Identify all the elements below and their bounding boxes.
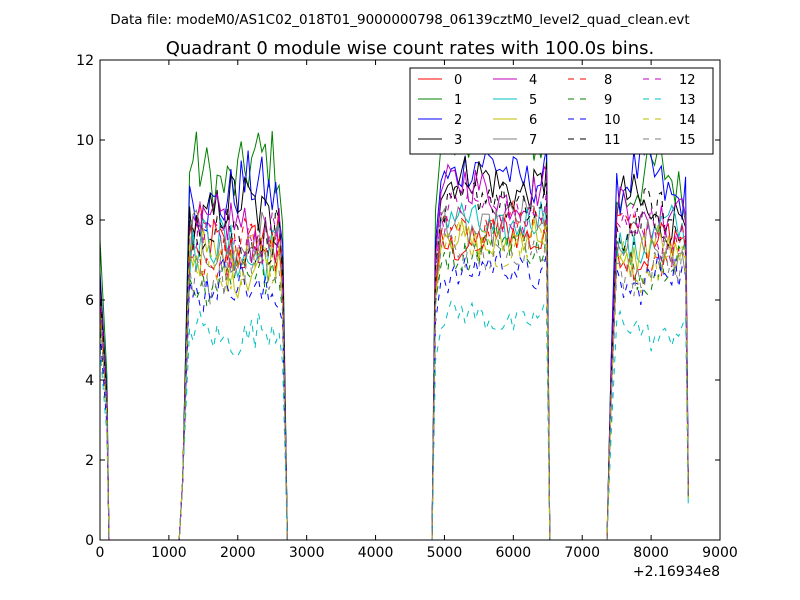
series-line-2 bbox=[100, 142, 688, 540]
chart: Data file: modeM0/AS1C02_018T01_90000007… bbox=[0, 0, 800, 600]
legend-label-4: 4 bbox=[529, 73, 537, 88]
y-tick-label: 0 bbox=[85, 533, 94, 549]
legend-label-0: 0 bbox=[454, 73, 462, 88]
y-tick-label: 4 bbox=[85, 373, 94, 389]
x-tick-label: 9000 bbox=[702, 545, 738, 561]
x-tick-label: 8000 bbox=[633, 545, 669, 561]
legend-label-13: 13 bbox=[679, 93, 696, 108]
y-tick-label: 6 bbox=[85, 293, 94, 309]
x-tick-label: 6000 bbox=[496, 545, 532, 561]
legend-label-7: 7 bbox=[529, 133, 537, 148]
x-tick-label: 4000 bbox=[358, 545, 394, 561]
x-tick-label: 1000 bbox=[151, 545, 187, 561]
chart-title: Quadrant 0 module wise count rates with … bbox=[166, 38, 655, 59]
legend-label-3: 3 bbox=[454, 133, 462, 148]
plot-series bbox=[100, 97, 688, 541]
x-tick-label: 3000 bbox=[289, 545, 325, 561]
legend-label-12: 12 bbox=[679, 73, 696, 88]
x-tick-label: 5000 bbox=[427, 545, 463, 561]
y-tick-label: 12 bbox=[76, 53, 94, 69]
legend-label-10: 10 bbox=[604, 113, 621, 128]
legend-label-2: 2 bbox=[454, 113, 462, 128]
legend-label-9: 9 bbox=[604, 93, 612, 108]
x-tick-label: 2000 bbox=[220, 545, 256, 561]
x-offset-label: +2.16934e8 bbox=[633, 564, 720, 580]
x-tick-label: 0 bbox=[96, 545, 105, 561]
legend-label-11: 11 bbox=[604, 133, 621, 148]
legend-label-15: 15 bbox=[679, 133, 696, 148]
legend-label-1: 1 bbox=[454, 93, 462, 108]
legend-label-8: 8 bbox=[604, 73, 612, 88]
series-line-13 bbox=[100, 301, 688, 541]
y-tick-label: 8 bbox=[85, 213, 94, 229]
x-tick-label: 7000 bbox=[564, 545, 600, 561]
legend-label-5: 5 bbox=[529, 93, 537, 108]
y-tick-label: 2 bbox=[85, 453, 94, 469]
legend-label-6: 6 bbox=[529, 113, 537, 128]
legend-label-14: 14 bbox=[679, 113, 696, 128]
file-title: Data file: modeM0/AS1C02_018T01_90000007… bbox=[110, 12, 689, 28]
y-tick-label: 10 bbox=[76, 133, 94, 149]
